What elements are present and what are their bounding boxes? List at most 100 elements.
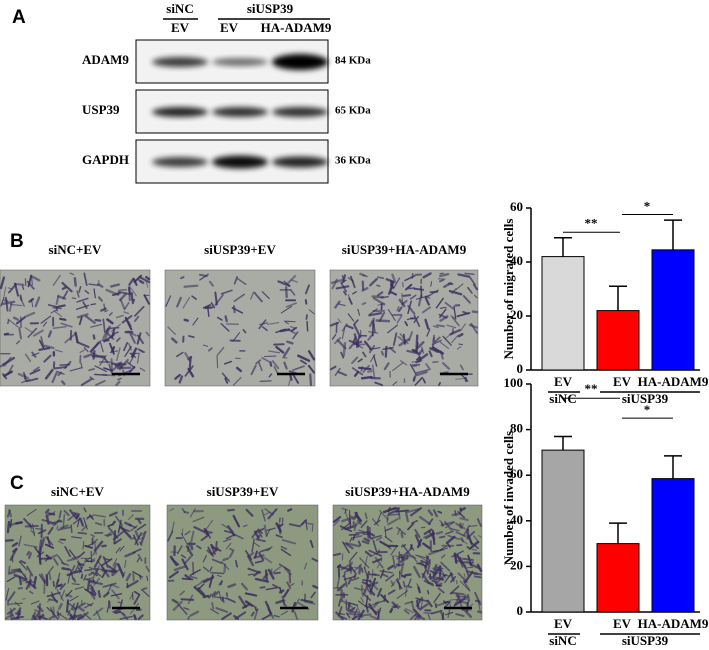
cell: [83, 272, 88, 287]
blot-band: [152, 157, 208, 167]
cell: [60, 524, 69, 529]
cell: [439, 279, 445, 283]
cell: [78, 286, 82, 293]
cell: [375, 319, 391, 323]
cell: [462, 557, 474, 562]
cell: [402, 294, 412, 297]
cell: [208, 593, 212, 599]
cell: [233, 293, 246, 303]
cell: [93, 577, 100, 586]
cell: [436, 582, 443, 587]
cell: [287, 274, 297, 284]
cell: [115, 380, 121, 387]
cell: [455, 613, 465, 617]
cell: [444, 611, 454, 616]
cell: [127, 514, 134, 520]
cell: [0, 276, 6, 290]
cell: [290, 326, 298, 332]
cell: [353, 340, 363, 346]
cell: [337, 318, 342, 323]
cell: [72, 602, 86, 611]
cell: [19, 296, 25, 307]
cell: [259, 380, 272, 382]
micrograph-caption: siUSP39+HA-ADAM9: [342, 242, 467, 257]
cell: [369, 614, 379, 620]
cell: [55, 294, 60, 305]
cell: [270, 568, 273, 574]
cell: [89, 584, 97, 596]
cell: [442, 600, 447, 605]
cell: [200, 577, 209, 583]
cell: [242, 329, 247, 334]
cell: [40, 336, 45, 348]
bar: [651, 478, 695, 613]
cell: [368, 344, 376, 354]
cell: [431, 578, 438, 581]
cell: [110, 362, 123, 367]
cell: [400, 360, 408, 366]
cell: [183, 607, 190, 611]
cell: [217, 346, 225, 356]
panel-label: A: [12, 7, 26, 28]
cell: [364, 340, 372, 350]
cell: [286, 581, 292, 590]
bar: [596, 543, 640, 613]
cell: [35, 527, 44, 531]
cell: [86, 580, 91, 591]
cell: [349, 537, 353, 542]
cell: [396, 314, 403, 324]
cell: [383, 362, 390, 371]
cell: [209, 566, 213, 572]
cell: [381, 573, 389, 578]
cell: [145, 275, 151, 281]
cell: [117, 362, 127, 366]
cell: [284, 321, 290, 325]
cell: [404, 573, 412, 577]
cell: [83, 507, 87, 513]
cell: [378, 311, 386, 322]
cell: [60, 589, 66, 600]
lane-label: HA-ADAM9: [261, 20, 332, 35]
cell: [208, 280, 214, 287]
cell: [275, 534, 283, 539]
cell: [413, 287, 425, 291]
cell: [415, 349, 422, 360]
cell: [396, 590, 409, 599]
cell: [187, 367, 195, 378]
cell: [90, 533, 95, 538]
cell: [336, 339, 347, 350]
group-label: siUSP39: [622, 633, 669, 648]
cell: [444, 330, 455, 340]
cell: [57, 295, 67, 300]
cell: [53, 310, 63, 318]
cell: [198, 583, 205, 590]
cell: [216, 316, 223, 321]
cell: [290, 279, 298, 283]
cell: [410, 600, 415, 611]
cell: [334, 337, 342, 345]
cell: [463, 570, 474, 584]
cell: [300, 519, 307, 526]
cell: [331, 333, 337, 340]
cell: [361, 540, 370, 545]
cell: [424, 296, 430, 306]
cell: [83, 347, 89, 353]
cell: [409, 613, 417, 620]
blot-band: [212, 107, 268, 117]
cell: [347, 601, 358, 606]
cell: [389, 291, 398, 296]
cell: [2, 356, 16, 366]
cell: [171, 598, 179, 604]
cell: [196, 545, 202, 550]
cell: [407, 578, 412, 587]
cell: [427, 589, 430, 595]
cell: [131, 592, 134, 601]
cell: [434, 548, 445, 553]
cell: [340, 522, 352, 531]
cell: [119, 525, 132, 539]
cell: [184, 530, 191, 536]
cell: [124, 521, 133, 527]
cell: [374, 556, 384, 569]
cell: [264, 600, 272, 615]
cell: [89, 341, 100, 353]
